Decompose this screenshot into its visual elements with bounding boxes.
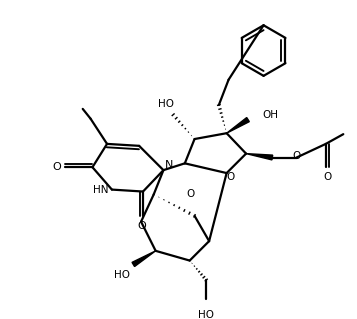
- Text: O: O: [187, 189, 195, 199]
- Text: HO: HO: [198, 310, 214, 319]
- Text: HO: HO: [114, 270, 130, 280]
- Text: N: N: [165, 160, 174, 170]
- Text: HO: HO: [159, 99, 174, 109]
- Text: O: O: [292, 151, 301, 160]
- Polygon shape: [246, 154, 273, 160]
- Text: HN: HN: [92, 185, 108, 195]
- Text: O: O: [323, 172, 332, 182]
- Polygon shape: [132, 251, 156, 267]
- Text: O: O: [138, 220, 146, 231]
- Text: O: O: [52, 162, 61, 172]
- Text: O: O: [226, 172, 235, 182]
- Polygon shape: [227, 117, 249, 133]
- Text: OH: OH: [263, 110, 278, 120]
